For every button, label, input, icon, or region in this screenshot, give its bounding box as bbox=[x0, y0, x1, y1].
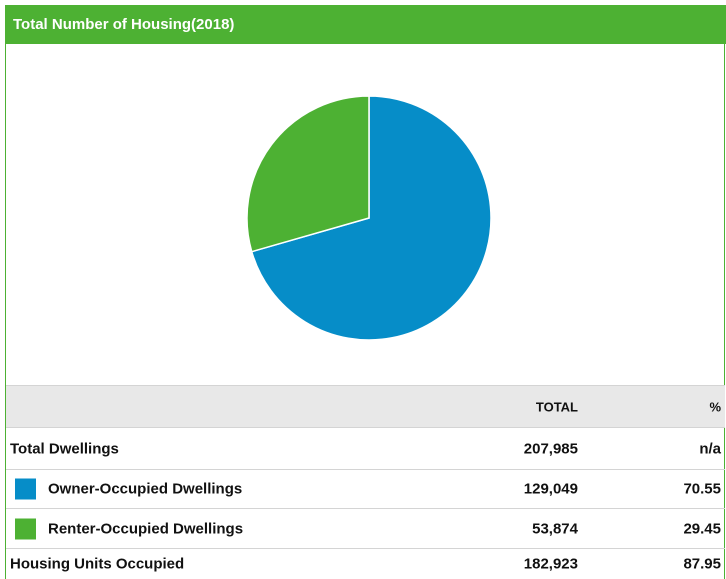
row-total: 129,049 bbox=[523, 480, 578, 498]
panel-title: Total Number of Housing(2018) bbox=[5, 5, 726, 44]
row-percent: 70.55 bbox=[683, 480, 721, 498]
row-label: Total Dwellings bbox=[10, 440, 119, 457]
table-row: Housing Units Occupied 182,923 87.95 bbox=[6, 548, 725, 579]
row-label: Owner-Occupied Dwellings bbox=[48, 480, 243, 498]
row-total: 207,985 bbox=[523, 440, 578, 457]
row-total: 53,874 bbox=[532, 520, 578, 537]
row-total: 182,923 bbox=[523, 555, 578, 573]
table-header: TOTAL % bbox=[6, 385, 725, 427]
pie-slice bbox=[246, 95, 370, 253]
frame bbox=[5, 5, 725, 579]
header-percent: % bbox=[709, 399, 721, 414]
table-row: Owner-Occupied Dwellings 129,049 70.55 bbox=[6, 469, 725, 508]
legend-swatch bbox=[15, 518, 36, 539]
row-percent: n/a bbox=[699, 440, 721, 457]
row-percent: 87.95 bbox=[683, 555, 721, 573]
table-row: Renter-Occupied Dwellings 53,874 29.45 bbox=[6, 508, 725, 548]
row-label: Housing Units Occupied bbox=[10, 555, 185, 573]
header-total: TOTAL bbox=[535, 399, 578, 414]
pie-chart bbox=[246, 95, 492, 341]
legend-swatch bbox=[15, 478, 36, 500]
row-percent: 29.45 bbox=[683, 520, 721, 537]
table-row: Total Dwellings 207,985 n/a bbox=[6, 427, 725, 469]
pie-slice bbox=[250, 95, 492, 341]
row-label: Renter-Occupied Dwellings bbox=[48, 520, 244, 537]
